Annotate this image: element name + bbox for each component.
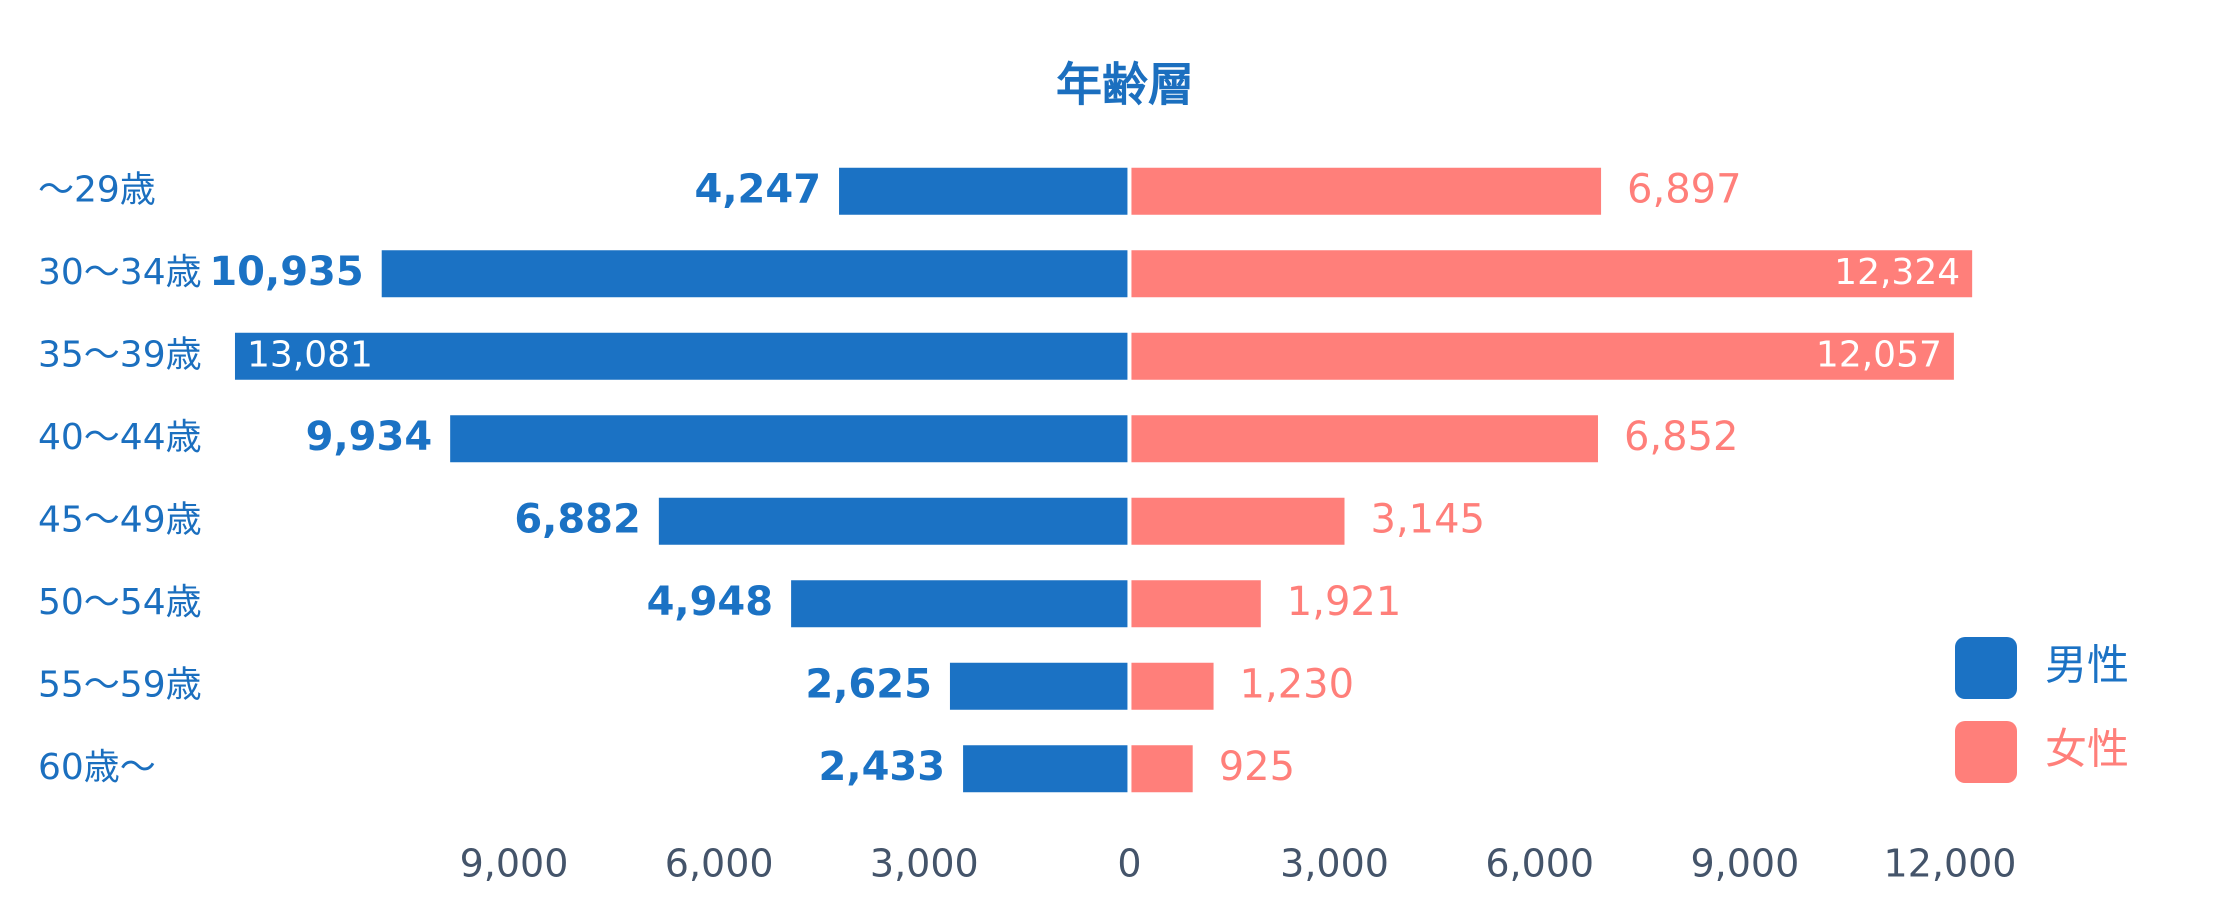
bar	[963, 745, 1128, 793]
value-label: 4,247	[695, 166, 822, 212]
value-label: 1,230	[1240, 661, 1355, 707]
bar	[1131, 745, 1193, 793]
value-label: 13,081	[247, 334, 373, 375]
value-label: 6,852	[1624, 414, 1739, 460]
bar	[949, 662, 1128, 710]
category-label: ～29歳	[38, 169, 156, 210]
x-tick-label: 0	[1117, 842, 1141, 886]
x-tick-label: 3,000	[870, 842, 979, 886]
legend-label: 男性	[2045, 641, 2129, 690]
value-label: 925	[1219, 744, 1295, 790]
legend-swatch	[1955, 637, 2017, 699]
category-label: 50～54歳	[38, 582, 202, 623]
category-label: 45～49歳	[38, 499, 202, 540]
x-tick-label: 6,000	[665, 842, 774, 886]
value-label: 10,935	[209, 249, 363, 295]
x-tick-label: 9,000	[1690, 842, 1799, 886]
bar	[791, 580, 1128, 628]
bar	[381, 250, 1128, 298]
value-label: 6,897	[1627, 166, 1742, 212]
bar	[234, 332, 1128, 380]
x-tick-label: 12,000	[1884, 842, 2017, 886]
value-label: 4,948	[647, 579, 774, 625]
category-label: 55～59歳	[38, 664, 202, 705]
value-label: 2,625	[805, 661, 932, 707]
x-tick-label: 3,000	[1280, 842, 1389, 886]
bar	[1131, 415, 1598, 463]
bar	[658, 497, 1128, 545]
bar	[1131, 167, 1602, 215]
legend-label: 女性	[2045, 725, 2129, 774]
category-label: 40～44歳	[38, 417, 202, 458]
bar	[1131, 332, 1954, 380]
value-label: 3,145	[1371, 496, 1486, 542]
bar	[1131, 580, 1261, 628]
value-label: 2,433	[819, 744, 946, 790]
category-label: 60歳～	[38, 747, 156, 788]
bar	[839, 167, 1128, 215]
x-tick-label: 6,000	[1485, 842, 1594, 886]
value-label: 12,057	[1816, 334, 1942, 375]
category-label: 30～34歳	[38, 252, 202, 293]
bar	[1131, 497, 1345, 545]
bar	[1131, 662, 1214, 710]
x-tick-label: 9,000	[460, 842, 569, 886]
value-label: 6,882	[514, 496, 641, 542]
category-label: 35～39歳	[38, 334, 202, 375]
chart-title: 年齢層	[1056, 58, 1194, 112]
legend-swatch	[1955, 721, 2017, 783]
value-label: 1,921	[1287, 579, 1402, 625]
value-label: 9,934	[306, 414, 433, 460]
bar	[1131, 250, 1973, 298]
value-label: 12,324	[1834, 252, 1960, 293]
bar	[450, 415, 1128, 463]
